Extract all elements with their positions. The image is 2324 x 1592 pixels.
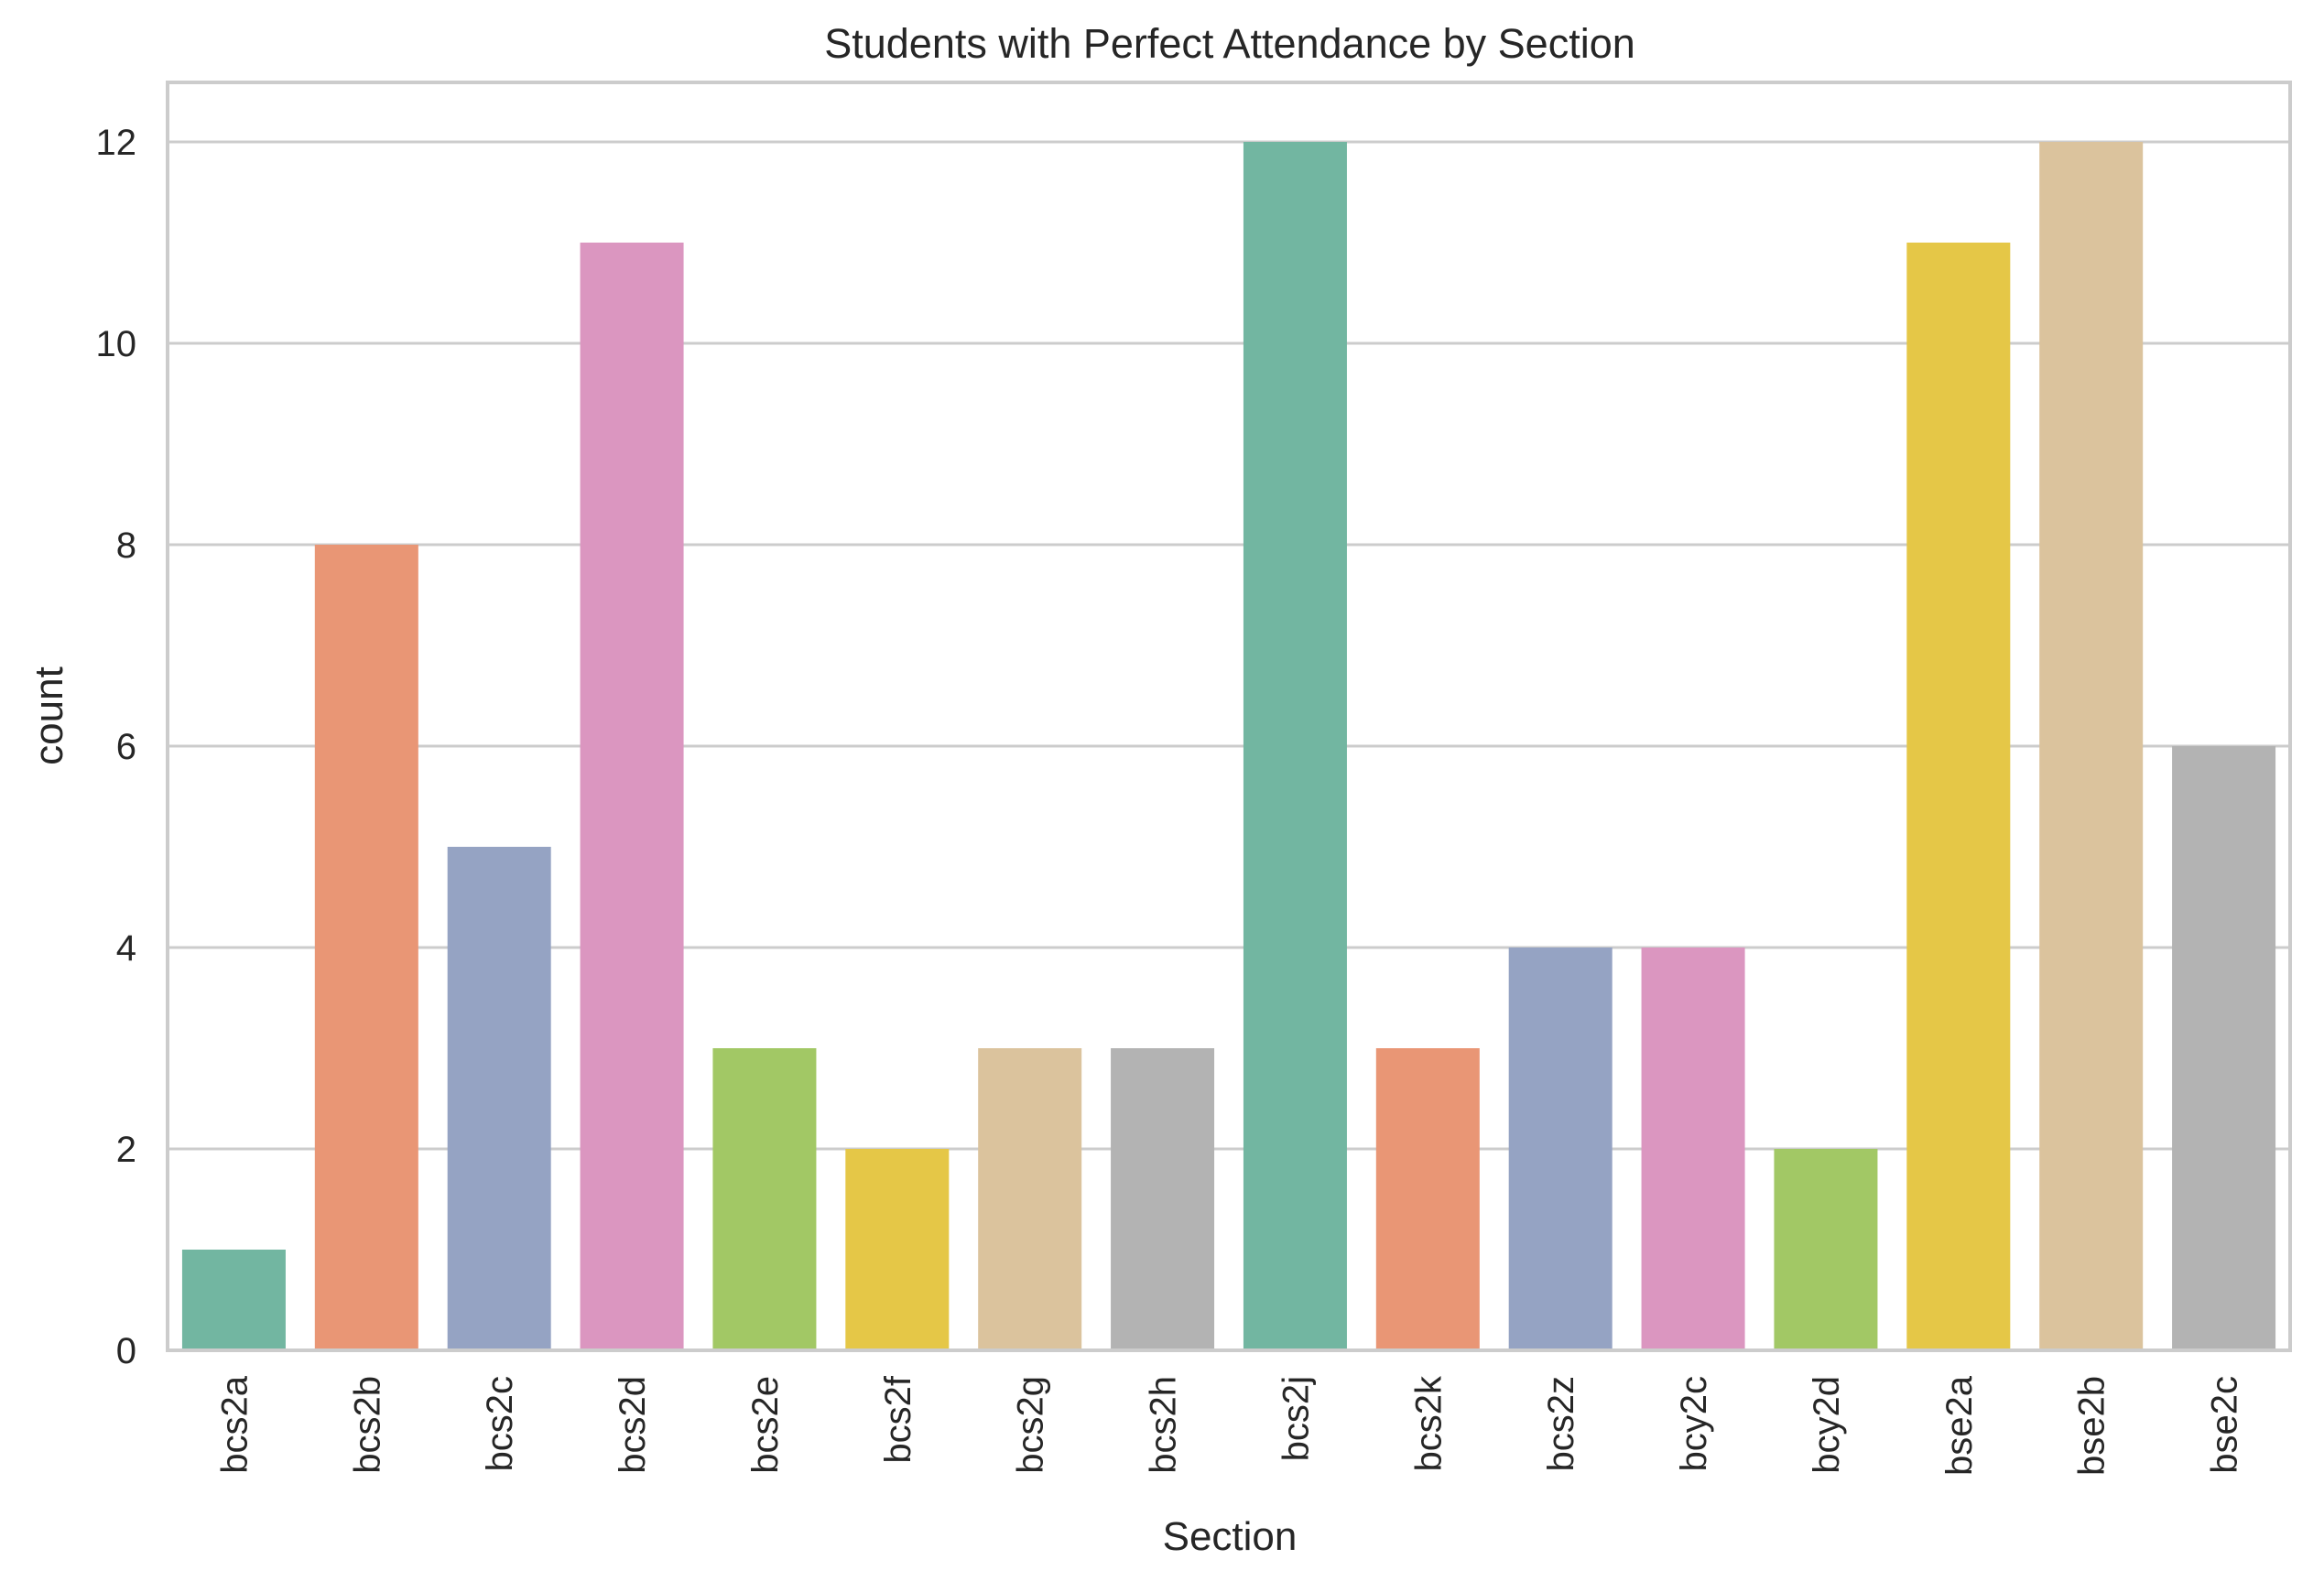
x-tick-label: bcs2b: [347, 1376, 387, 1474]
x-tick-label: bcy2c: [1674, 1376, 1714, 1472]
bar-bcs2g: [978, 1048, 1082, 1350]
x-tick-label: bcs2z: [1541, 1376, 1581, 1472]
x-tick-labels: bcs2a bcs2b bcs2c bcs2d bcs2e bcs2f bcs2g bcs2h…: [214, 1375, 2244, 1476]
x-tick-label: bcs2c: [480, 1376, 520, 1472]
x-tick-label: bcy2d: [1807, 1376, 1847, 1474]
x-tick-label: bcs2f: [878, 1375, 918, 1463]
x-tick-label: bcs2g: [1011, 1376, 1051, 1474]
x-tick-label: bse2c: [2205, 1376, 2245, 1474]
bar-bcy2d: [1774, 1149, 1878, 1350]
x-tick-label: bse2b: [2072, 1376, 2112, 1476]
y-tick-label: 2: [116, 1130, 136, 1170]
y-tick-label: 12: [96, 123, 137, 163]
bar-bcs2b: [314, 545, 418, 1350]
bar-bcs2j: [1243, 142, 1347, 1350]
bar-bcs2e: [712, 1048, 817, 1350]
bar-bcs2f: [845, 1149, 950, 1350]
bar-bcs2k: [1375, 1048, 1480, 1350]
bar-bcs2h: [1111, 1048, 1215, 1350]
bar-bse2b: [2039, 142, 2144, 1350]
bar-bcs2d: [580, 243, 684, 1350]
y-axis-label: count: [27, 666, 71, 765]
bar-bcs2a: [181, 1250, 286, 1350]
y-tick-labels: 0 2 4 6 8 10 12: [96, 123, 137, 1371]
x-tick-label: bcs2e: [745, 1376, 786, 1474]
bar-bcs2z: [1508, 948, 1613, 1350]
y-tick-label: 0: [116, 1331, 136, 1371]
x-tick-label: bcs2h: [1144, 1376, 1184, 1474]
x-tick-label: bcs2d: [613, 1376, 653, 1474]
x-axis-label: Section: [1163, 1514, 1298, 1559]
y-tick-label: 6: [116, 727, 136, 767]
bar-bcs2c: [447, 847, 551, 1350]
bar-layer: [181, 142, 2276, 1350]
y-tick-label: 4: [116, 928, 136, 969]
x-tick-label: bcs2a: [214, 1375, 255, 1473]
bar-bse2a: [1906, 243, 2011, 1350]
chart-title: Students with Perfect Attendance by Sect…: [824, 20, 1635, 67]
y-tick-label: 8: [116, 525, 136, 566]
y-tick-label: 10: [96, 324, 137, 364]
x-tick-label: bcs2k: [1408, 1375, 1449, 1471]
bar-bcy2c: [1641, 948, 1745, 1350]
x-tick-label: bse2a: [1939, 1375, 1980, 1476]
plot-frame: [166, 81, 2292, 1352]
bar-bse2c: [2172, 746, 2276, 1350]
x-tick-label: bcs2j: [1276, 1376, 1316, 1461]
